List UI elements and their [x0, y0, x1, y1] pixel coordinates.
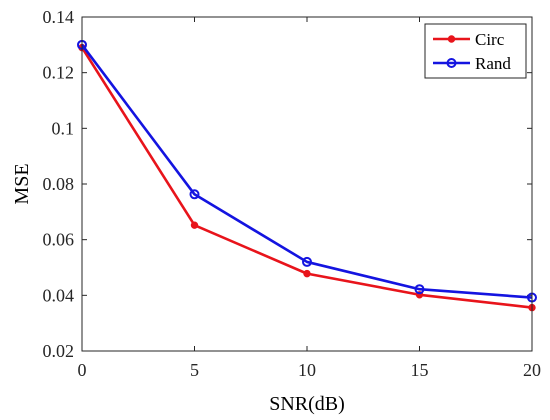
y-tick-label: 0.02: [43, 341, 75, 361]
y-tick-label: 0.1: [52, 118, 75, 138]
point-circ-2: [303, 269, 311, 278]
y-tick-label: 0.08: [43, 174, 75, 194]
legend-box: [424, 23, 527, 79]
series-layer: [77, 39, 537, 312]
point-rand-2: [302, 256, 312, 267]
x-tick-label: 10: [298, 360, 316, 380]
point-circ-1: [190, 221, 199, 229]
x-tick-label: 20: [523, 360, 541, 380]
y-tick-label: 0.12: [43, 63, 75, 83]
x-tick-label: 5: [190, 360, 199, 380]
series-line-rand: [80, 44, 533, 299]
legend-marker-rand: [446, 58, 457, 68]
point-rand-3: [414, 284, 425, 295]
x-tick-label: 0: [78, 360, 87, 380]
series-line-circ: [80, 46, 533, 309]
legend-label-rand: Rand: [475, 54, 511, 73]
legend-label-circ: Circ: [475, 30, 505, 49]
y-tick-label: 0.04: [43, 285, 75, 305]
x-axis-title: SNR(dB): [269, 393, 345, 415]
plot-area-frame: [81, 16, 533, 352]
y-tick-label: 0.14: [43, 7, 75, 27]
legend-marker-circ: [447, 35, 456, 43]
x-tick-label: 15: [411, 360, 429, 380]
legend: Circ Rand: [424, 23, 527, 79]
y-axis-title: MSE: [11, 163, 33, 204]
point-rand-1: [189, 189, 200, 200]
y-tick-label: 0.06: [43, 230, 75, 250]
